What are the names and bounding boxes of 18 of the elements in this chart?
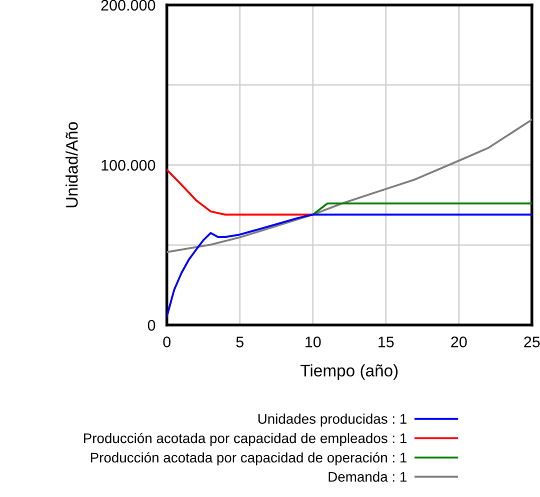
line-series [166, 214, 532, 318]
x-tick-label: 10 [306, 336, 321, 348]
y-tick-label: 200.000 [101, 0, 156, 11]
y-tick-label: 100.000 [102, 160, 156, 171]
x-tick-label: 20 [451, 336, 467, 348]
legend-label: Producción acotada por capacidad de empleados : 1 [84, 432, 406, 446]
legend-label: Unidades producidas : 1 [258, 414, 406, 427]
y-axis-title: Unidad/Año [66, 122, 78, 208]
line-series [166, 118, 532, 254]
x-axis-title: Tiempo (año) [300, 364, 398, 380]
x-tick-label: 15 [378, 336, 394, 348]
line-series [166, 168, 314, 216]
legend-label: Producción acotada por capacidad de operación : 1 [90, 452, 406, 466]
y-tick-label: 0 [148, 320, 156, 331]
x-tick-label: 25 [524, 336, 540, 348]
x-tick-label: 0 [163, 336, 171, 348]
x-tick-label: 5 [236, 336, 244, 348]
legend-label: Demanda : 1 [328, 472, 406, 482]
